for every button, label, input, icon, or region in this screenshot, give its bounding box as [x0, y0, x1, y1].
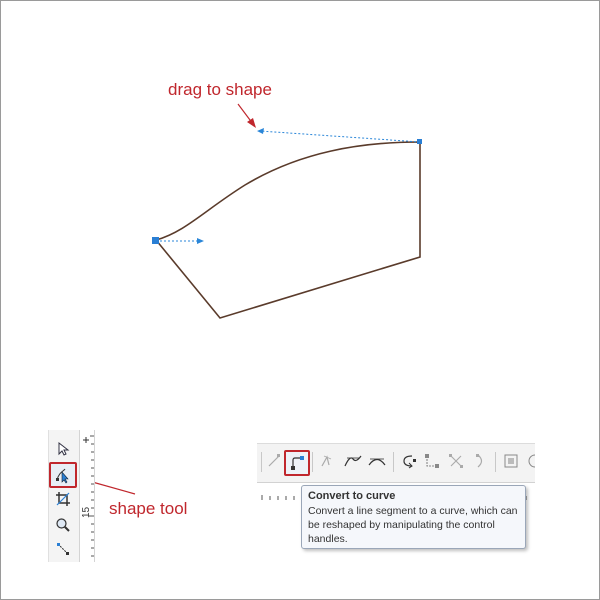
extract-subpath-icon	[449, 454, 463, 468]
node-left[interactable]	[152, 237, 159, 244]
freehand-tool[interactable]	[51, 538, 75, 560]
node-top-right[interactable]	[417, 139, 422, 144]
elastic-mode-icon	[476, 454, 483, 468]
vertical-ruler-ticks	[83, 435, 94, 557]
toolbar-separator	[312, 452, 313, 472]
make-cusp-icon	[321, 455, 332, 467]
pick-tool-icon	[58, 441, 70, 456]
toolbar-separator	[495, 452, 496, 472]
annotation-drag-to-shape: drag to shape	[168, 80, 272, 99]
make-smooth-icon	[344, 455, 362, 467]
toolbar-separator	[393, 452, 394, 472]
extend-curve-icon	[425, 454, 439, 468]
freehand-tool-icon	[57, 543, 69, 555]
zoom-tool-icon	[56, 518, 70, 532]
shape-tool[interactable]	[49, 462, 77, 488]
convert-to-curve-button[interactable]	[284, 450, 310, 476]
make-cusp-button[interactable]	[318, 450, 340, 472]
vertical-ruler-label: 15	[81, 506, 92, 518]
pick-tool[interactable]	[51, 438, 75, 460]
curve-shape[interactable]	[154, 141, 421, 319]
make-symmetrical-button[interactable]	[366, 450, 388, 472]
control-handle-arrow-left[interactable]	[197, 238, 204, 244]
crop-tool-icon	[56, 492, 70, 506]
reverse-direction-button[interactable]	[398, 450, 420, 472]
overflow-button[interactable]	[523, 450, 535, 472]
select-all-nodes-icon	[504, 454, 518, 468]
annotation-arrowhead-drag	[247, 118, 256, 128]
make-smooth-button[interactable]	[342, 450, 364, 472]
convert-to-curve-icon	[291, 456, 304, 470]
control-handle-arrow-top[interactable]	[257, 128, 264, 134]
control-handle-line-top[interactable]	[259, 130, 421, 143]
tooltip-description: Convert a line segment to a curve, which…	[308, 505, 518, 545]
elastic-mode-button[interactable]	[470, 450, 492, 472]
shape-tool-icon	[56, 468, 69, 484]
make-symmetrical-icon	[368, 458, 386, 466]
partial-circle-icon	[528, 454, 535, 468]
tooltip-title: Convert to curve	[308, 490, 396, 502]
extract-subpath-button[interactable]	[446, 450, 468, 472]
reverse-direction-icon	[403, 455, 416, 469]
toolbox	[48, 430, 79, 562]
extend-curve-button[interactable]	[422, 450, 444, 472]
zoom-tool[interactable]	[51, 514, 75, 536]
crop-tool[interactable]	[51, 488, 75, 510]
toolbar-separator	[261, 452, 262, 472]
select-all-nodes-button[interactable]	[500, 450, 522, 472]
vertical-ruler: 15	[79, 430, 95, 562]
annotation-shape-tool: shape tool	[109, 499, 188, 518]
to-line-icon	[268, 454, 280, 467]
tooltip-convert-to-curve: Convert to curve Convert a line segment …	[301, 485, 526, 549]
to-line-button[interactable]	[263, 450, 285, 472]
